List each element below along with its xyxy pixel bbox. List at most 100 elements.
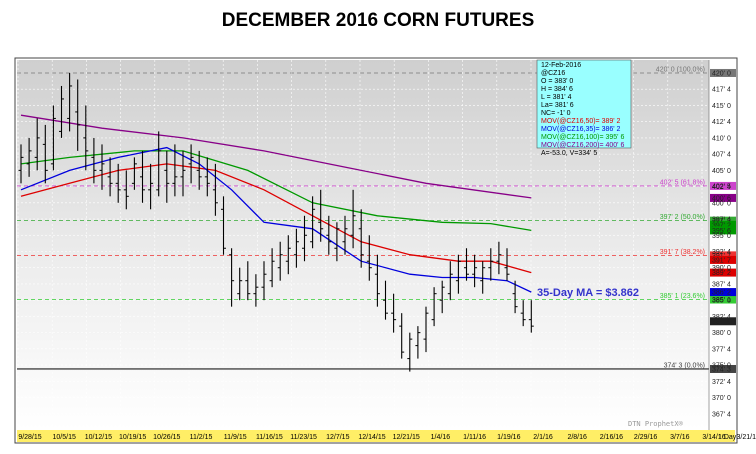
x-axis-band (17, 430, 735, 442)
axis-value-badge (710, 193, 736, 202)
axis-value-badge (710, 317, 736, 326)
level-axis-badge-text: 420' 0 (712, 70, 731, 77)
y-tick-label: 370' 0 (712, 395, 731, 402)
ohlc-bar (447, 261, 453, 301)
legend-ma50: MOV(@CZ16,50)= 389' 2 (541, 118, 621, 125)
level-axis-badge (710, 216, 736, 225)
ohlc-bar (358, 209, 364, 268)
ohlc-bar (26, 137, 32, 177)
legend-volume: A=-53.0, V=334' 5 (541, 150, 597, 157)
legend-symbol: @CZ16 (541, 70, 565, 77)
ohlc-bar (91, 137, 97, 184)
x-axis: 9/28/15 10/5/15 10/12/15 10/19/15 10/26/15 11… (18, 434, 756, 441)
ohlc-bar (480, 261, 486, 294)
axis-value-badge (710, 288, 736, 297)
period-label: 1 Day (718, 434, 737, 441)
x-tick-label: 1/11/16 (463, 434, 486, 441)
x-tick-label: 2/29/16 (634, 434, 657, 441)
ohlc-bar (318, 189, 324, 242)
x-tick-label: 3/21/16 (737, 434, 756, 441)
y-tick-label: 410' 0 (712, 135, 731, 142)
x-tick-label: 10/5/15 (53, 434, 76, 441)
y-tick-label: 375' 0 (712, 363, 731, 370)
axis-value-badge-text: 391' 7 (712, 257, 731, 264)
y-tick-label: 367' 4 (712, 411, 731, 418)
y-axis: 417' 4 415' 0 412' 4 410' 0 407' 4 405' 0 402'… (708, 60, 731, 430)
ohlc-bar (528, 300, 534, 333)
axis-value-badge-text: 381' 6 (712, 319, 731, 326)
axis-value-badge-text: 389' 2 (712, 270, 731, 277)
ohlc-bar (164, 150, 170, 203)
ohlc-bar (253, 274, 259, 307)
axis-value-badge-text: 397' 2 (712, 222, 731, 229)
x-tick-label: 1/4/16 (431, 434, 451, 441)
y-tick-label: 392' 4 (712, 249, 731, 256)
ohlc-bar (261, 261, 267, 301)
ohlc-bar (59, 85, 64, 138)
x-tick-label: 1/19/16 (497, 434, 520, 441)
x-tick-label: 3/7/16 (670, 434, 690, 441)
level-label: 420' 0 (100.0%) (656, 66, 705, 73)
ohlc-bar (350, 189, 356, 249)
x-tick-label: 11/23/15 (290, 434, 317, 441)
x-tick-label: 10/26/15 (153, 434, 180, 441)
ohlc-bar (18, 144, 24, 184)
ohlc-bar (156, 131, 162, 197)
legend-ma200: MOV(@CZ16,200)= 400' 6 (541, 142, 624, 149)
y-tick-label: 395' 0 (712, 233, 731, 240)
ohlc-bar (115, 163, 121, 203)
axis-value-badge (710, 226, 736, 235)
ma-callout: 35-Day MA = $3.862 (537, 287, 639, 299)
axis-value-badge-text: 386' 2 (712, 290, 731, 297)
level-axis-badge (710, 251, 736, 260)
page-title: DECEMBER 2016 CORN FUTURES (221, 10, 535, 31)
y-tick-label: 407' 4 (712, 152, 731, 159)
x-tick-label: 3/14/16 (702, 434, 725, 441)
ohlc-bar (512, 280, 518, 314)
ohlc-bar (439, 280, 445, 314)
y-tick-label: 417' 4 (712, 87, 731, 94)
ohlc-bar (285, 235, 291, 275)
ohlc-bar (140, 150, 145, 203)
ohlc-bar (342, 215, 348, 255)
ohlc-bar (431, 287, 437, 327)
ohlc-bar (67, 72, 73, 132)
ohlc-bar (399, 313, 405, 359)
level-label: 374' 3 (0.0%) (664, 362, 705, 369)
ohlc-bar (383, 280, 388, 320)
legend-low: L = 381' 4 (541, 94, 572, 101)
level-label: 402' 5 (61.8%) (660, 179, 705, 186)
x-tick-label: 11/9/15 (224, 434, 247, 441)
ohlc-bar (107, 157, 113, 197)
legend-high: H = 384' 6 (541, 86, 573, 93)
ohlc-bar (374, 254, 380, 307)
x-tick-label: 12/7/15 (326, 434, 349, 441)
axis-value-badge (710, 268, 736, 277)
y-tick-label: 390' 0 (712, 265, 731, 272)
ohlc-bar (366, 235, 372, 281)
y-tick-label: 412' 4 (712, 119, 731, 126)
ohlc-bar (221, 196, 226, 255)
level-axis-badge (710, 295, 736, 304)
x-tick-label: 2/8/16 (567, 434, 587, 441)
retracement-levels: 420' 0 (100.0%) 420' 0 402' 5 (61.8%) 402' … (17, 66, 736, 373)
x-tick-label: 11/16/15 (256, 434, 283, 441)
ohlc-bar (245, 261, 251, 301)
y-tick-label: 415' 0 (712, 103, 731, 110)
ohlc-bar (391, 293, 397, 333)
y-tick-label: 382' 4 (712, 314, 731, 321)
ohlc-bar (455, 254, 461, 294)
ohlc-bar (172, 144, 178, 197)
ohlc-bar (504, 248, 510, 281)
ohlc-bar (34, 118, 40, 171)
ohlc-bar (180, 150, 186, 197)
x-tick-label: 9/28/15 (18, 434, 41, 441)
ohlc-bar (131, 157, 137, 190)
ohlc-bar (196, 150, 202, 190)
ohlc-bar (237, 267, 243, 301)
level-label: 397' 2 (50.0%) (660, 214, 705, 221)
y-tick-label: 387' 4 (712, 281, 731, 288)
y-tick-label: 397' 4 (712, 217, 731, 224)
legend-net-change: NC= -1' 0 (541, 110, 571, 117)
